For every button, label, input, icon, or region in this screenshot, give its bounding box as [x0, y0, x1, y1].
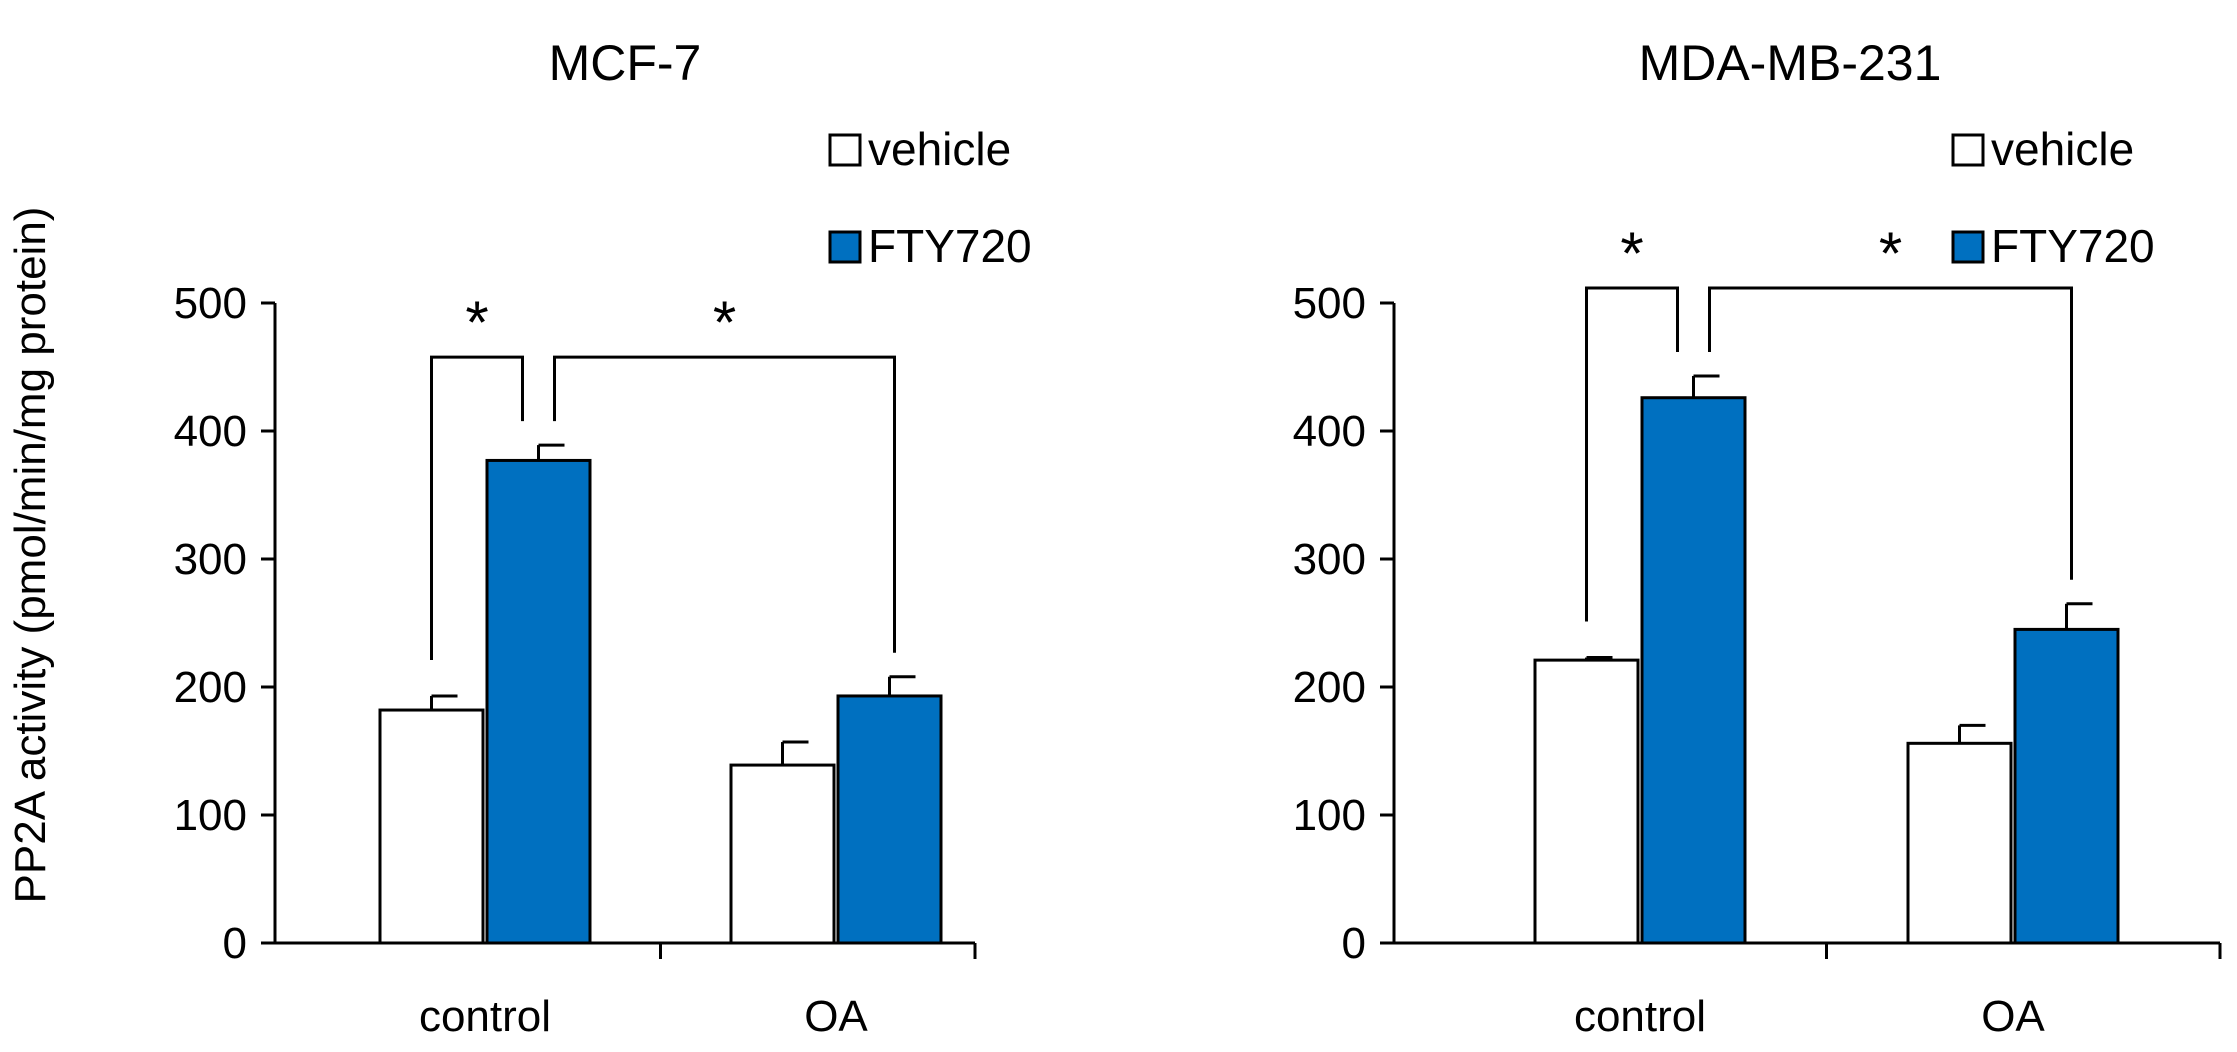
y-tick-label: 200 [1293, 663, 1366, 712]
significance-star: * [1879, 220, 1902, 287]
x-category-label: control [1574, 992, 1706, 1041]
y-tick-label: 300 [1293, 535, 1366, 584]
panel-mcf7: MCF-7 0 100 200 300 400 500 control OA * * vehicle F… [174, 35, 1032, 1041]
legend-swatch-vehicle [1951, 133, 1985, 167]
significance-bracket [553, 355, 896, 653]
y-tick-label: 500 [174, 279, 247, 328]
chart-title: MCF-7 [549, 35, 702, 91]
y-tick-label: 100 [174, 791, 247, 840]
y-axis-label: PP2A activity (pmol/min/mg protein) [6, 207, 55, 904]
y-tick-label: 100 [1293, 791, 1366, 840]
panel-mda-mb-231: MDA-MB-231 0 100 200 300 400 500 control OA * * veh… [1293, 35, 2222, 1041]
significance-star: * [465, 289, 488, 356]
significance-star: * [1620, 220, 1643, 287]
y-tick-label: 200 [174, 663, 247, 712]
y-tick-label: 500 [1293, 279, 1366, 328]
significance-star: * [713, 289, 736, 356]
y-tick-label: 0 [223, 919, 247, 968]
bar-fty720-control [1640, 396, 1747, 945]
bar-fty720-oa [2013, 627, 2120, 945]
bar-fty720-control [485, 458, 592, 945]
legend-swatch-fty720 [828, 230, 862, 264]
significance-bracket [430, 355, 524, 660]
y-tick-label: 0 [1342, 919, 1366, 968]
x-category-label: control [419, 992, 551, 1041]
x-category-label: OA [1981, 992, 2045, 1041]
legend-label: FTY720 [868, 220, 1032, 272]
y-tick-label: 400 [174, 407, 247, 456]
bar-vehicle-control [378, 708, 485, 945]
legend-label: vehicle [1991, 123, 2134, 175]
significance-bracket [1708, 286, 2073, 580]
bar-vehicle-control [1533, 658, 1640, 945]
x-category-label: OA [804, 992, 868, 1041]
y-tick-label: 300 [174, 535, 247, 584]
legend-swatch-fty720 [1951, 230, 1985, 264]
chart-title: MDA-MB-231 [1639, 35, 1942, 91]
significance-bracket [1585, 286, 1679, 622]
bar-vehicle-oa [1906, 741, 2013, 945]
legend-label: vehicle [868, 123, 1011, 175]
y-tick-label: 400 [1293, 407, 1366, 456]
bar-fty720-oa [836, 694, 943, 945]
legend-swatch-vehicle [828, 133, 862, 167]
legend-label: FTY720 [1991, 220, 2155, 272]
bar-vehicle-oa [729, 763, 836, 945]
